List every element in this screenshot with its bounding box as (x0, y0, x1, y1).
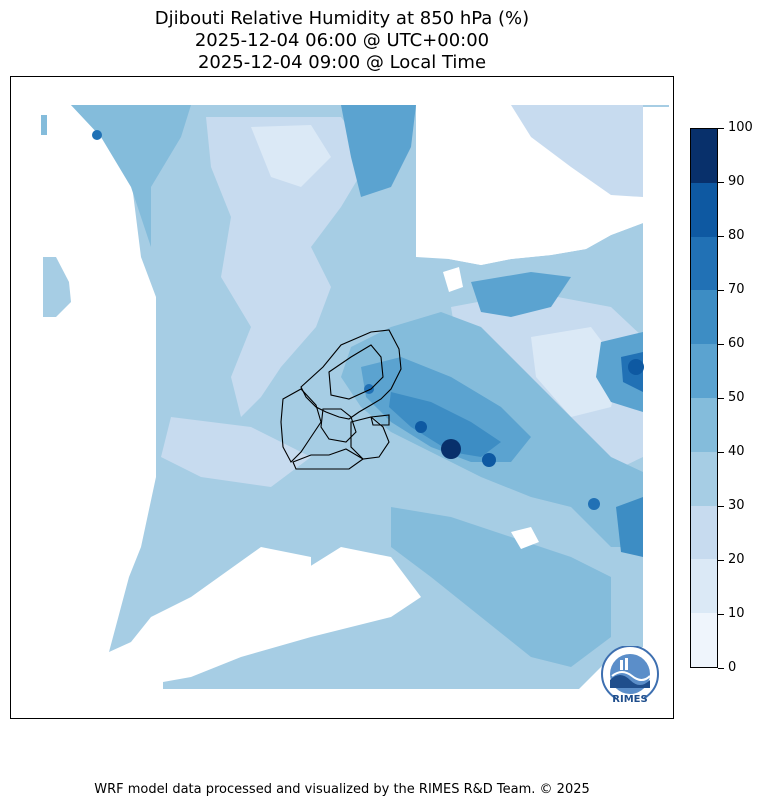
colorbar-tick-mark (718, 667, 724, 669)
humidity-field-northeast-moist (471, 272, 571, 317)
humidity-field-southeast-edge (616, 497, 643, 557)
colorbar-segment (691, 505, 717, 560)
map-panel (10, 76, 674, 719)
rimes-logo: RIMES (598, 645, 662, 708)
humidity-field-core-darker (389, 392, 501, 457)
colorbar-tick-label: 80 (728, 228, 745, 243)
colorbar-segment (691, 613, 717, 667)
humidity-field-nw-patch (41, 115, 47, 135)
dry-region-southwest (151, 547, 421, 682)
logo-text: RIMES (612, 694, 648, 705)
dry-region-small (443, 267, 463, 292)
humidity-cell (415, 421, 427, 433)
humidity-cell (92, 130, 102, 140)
colorbar-tick-mark (718, 505, 724, 507)
utc-timestamp: 2025-12-04 06:00 @ UTC+00:00 (194, 30, 490, 51)
colorbar (690, 128, 718, 668)
colorbar-tick-mark (718, 343, 724, 345)
colorbar-tick-label: 40 (728, 444, 745, 459)
colorbar-tick-mark (718, 451, 724, 453)
colorbar-tick-mark (718, 235, 724, 237)
colorbar-tick-label: 30 (728, 498, 745, 513)
colorbar-segment (691, 236, 717, 291)
attribution-footer: WRF model data processed and visualized … (94, 782, 590, 797)
humidity-field-light-north (251, 125, 331, 187)
colorbar-tick-label: 50 (728, 390, 745, 405)
colorbar-segment (691, 559, 717, 614)
colorbar-segment (691, 182, 717, 237)
humidity-cell-max (441, 439, 461, 459)
humidity-field-light-central (206, 117, 371, 417)
colorbar-tick-label: 60 (728, 336, 745, 351)
colorbar-segment (691, 290, 717, 345)
humidity-cell (628, 359, 644, 375)
humidity-cell (482, 453, 496, 467)
colorbar-segment (691, 129, 717, 183)
humidity-field-south-moist (391, 507, 611, 667)
colorbar-tick-label: 100 (728, 120, 753, 135)
local-timestamp: 2025-12-04 09:00 @ Local Time (197, 52, 487, 73)
djibouti-border (280, 329, 402, 470)
humidity-map (41, 105, 669, 689)
humidity-cell (588, 498, 600, 510)
colorbar-tick-mark (718, 397, 724, 399)
colorbar-tick-mark (718, 613, 724, 615)
humidity-field-lighter-east (531, 327, 621, 417)
colorbar-tick-mark (718, 559, 724, 561)
colorbar-tick-label: 90 (728, 174, 745, 189)
colorbar-segment (691, 451, 717, 506)
colorbar-tick-mark (718, 181, 724, 183)
dry-region-small (511, 527, 539, 549)
rimes-seal-icon (601, 645, 659, 706)
humidity-cell (364, 384, 374, 394)
map-title: Djibouti Relative Humidity at 850 hPa (%… (154, 8, 530, 29)
colorbar-tick-mark (718, 289, 724, 291)
humidity-field-moist-northwest (71, 105, 191, 247)
humidity-field-moist-north (341, 105, 416, 197)
colorbar-segment (691, 398, 717, 452)
humidity-field-west-patch (43, 257, 71, 317)
colorbar-tick-label: 70 (728, 282, 745, 297)
colorbar-tick-label: 20 (728, 552, 745, 567)
colorbar-tick-mark (718, 127, 724, 129)
colorbar-segment (691, 344, 717, 399)
humidity-field-east-blob (596, 332, 643, 412)
colorbar-tick-label: 10 (728, 606, 745, 621)
humidity-field-light-southwest (161, 417, 311, 487)
colorbar-tick-label: 0 (728, 660, 737, 675)
dry-region-northeast-light (511, 105, 643, 197)
